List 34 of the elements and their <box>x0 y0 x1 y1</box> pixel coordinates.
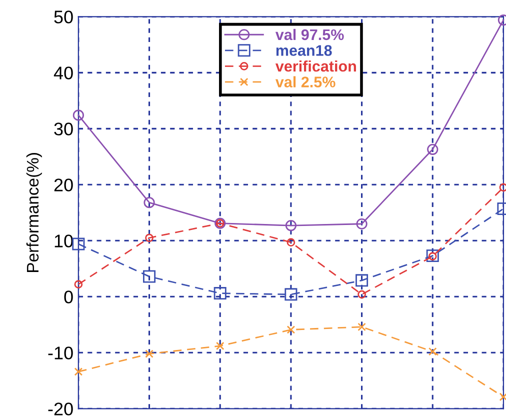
point <box>145 350 154 358</box>
y-tick-label: 30 <box>54 122 73 136</box>
y-tick-label: -10 <box>48 346 73 360</box>
point <box>356 274 368 287</box>
point <box>72 110 84 121</box>
point <box>74 368 83 376</box>
point <box>426 250 439 262</box>
point <box>145 234 154 242</box>
point <box>74 280 83 289</box>
legend-label: verification <box>275 60 356 72</box>
y-tick-label: 10 <box>54 234 73 248</box>
point <box>216 342 224 350</box>
y-axis-title: Performance(%) <box>26 153 42 272</box>
point <box>143 270 156 283</box>
point <box>286 326 296 334</box>
legend-label: val 97.5% <box>275 28 344 40</box>
point <box>285 220 297 232</box>
point <box>144 197 155 208</box>
y-tick-label: 20 <box>54 178 73 192</box>
point <box>427 144 438 155</box>
point <box>72 238 85 250</box>
point <box>214 287 226 300</box>
point <box>358 290 366 299</box>
legend-label: mean18 <box>276 45 332 56</box>
point <box>356 218 368 230</box>
y-tick-label: -20 <box>48 402 73 416</box>
point <box>286 238 296 247</box>
y-tick-label: 40 <box>54 66 73 80</box>
point <box>358 322 366 332</box>
y-tick-label: 0 <box>64 290 73 304</box>
point <box>284 288 298 301</box>
y-tick-label: 50 <box>54 10 73 24</box>
legend-label: val 2.5% <box>275 76 336 88</box>
point <box>428 347 437 356</box>
